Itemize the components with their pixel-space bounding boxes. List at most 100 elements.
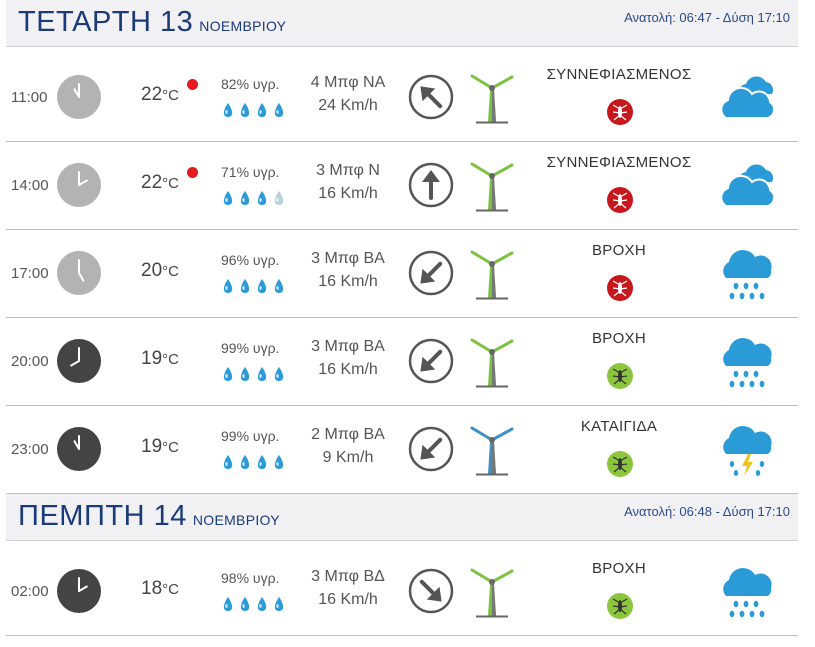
row-time: 23:00	[11, 441, 49, 458]
wind-direction-arrow-icon	[408, 250, 454, 296]
clock-icon	[57, 569, 101, 613]
weather-condition: ΒΡΟΧΗ	[591, 330, 646, 347]
humidity-drops-icon	[223, 103, 284, 117]
warning-dot-icon	[187, 167, 198, 178]
row-time: 02:00	[11, 583, 49, 600]
wind-turbine-icon	[470, 162, 514, 212]
temperature-unit: °C	[162, 263, 179, 280]
humidity-drops-icon	[223, 191, 284, 205]
wind-turbine-icon	[470, 568, 514, 618]
temperature: 22°C	[141, 172, 179, 194]
temperature-unit: °C	[162, 351, 179, 368]
forecast-row: 14:00 22°C 71% υγρ. 3 Μπφ Ν 16 Km/h ΣΥΝΝ…	[6, 142, 798, 230]
wind-beaufort: 2 Μπφ ΒΑ	[311, 426, 385, 443]
row-time: 11:00	[11, 89, 48, 106]
temperature: 19°C	[141, 436, 179, 458]
row-time: 17:00	[11, 265, 49, 282]
weather-condition: ΣΥΝΝΕΦΙΑΣΜΕΝΟΣ	[546, 154, 692, 171]
forecast-row: 23:00 19°C 99% υγρ. 2 Μπφ ΒΑ 9 Km/h ΚΑΤΑ…	[6, 406, 798, 494]
storm-icon	[723, 425, 772, 476]
wind-direction-arrow-icon	[408, 426, 454, 472]
weather-condition: ΣΥΝΝΕΦΙΑΣΜΕΝΟΣ	[546, 66, 692, 83]
temperature-unit: °C	[162, 87, 179, 104]
wind-turbine-icon	[470, 338, 514, 388]
temperature-value: 22	[141, 84, 163, 105]
day-month: ΝΟΕΜΒΡΙΟΥ	[199, 18, 287, 34]
temperature-unit: °C	[162, 439, 179, 456]
wind-beaufort: 3 Μπφ ΒΑ	[311, 250, 385, 267]
wind-beaufort: 3 Μπφ Ν	[316, 162, 380, 179]
rain-icon	[723, 249, 772, 300]
forecast-row: 11:00 22°C 82% υγρ. 4 Μπφ ΝΑ 24 Km/h ΣΥΝ…	[6, 54, 798, 142]
weather-condition: ΒΡΟΧΗ	[591, 560, 646, 577]
temperature-value: 19	[141, 436, 163, 457]
temperature-unit: °C	[162, 175, 179, 192]
day-header: ΠΕΜΠΤΗ 14 ΝΟΕΜΒΡΙΟΥ Ανατολή: 06:48 - Δύση…	[6, 494, 798, 541]
wind-direction-arrow-icon	[408, 74, 454, 120]
wind-speed: 9 Km/h	[322, 449, 374, 466]
humidity: 71% υγρ.	[221, 164, 280, 180]
wind-direction-arrow-icon	[408, 338, 454, 384]
rain-icon	[723, 567, 772, 618]
day-header: ΤΕΤΑΡΤΗ 13 ΝΟΕΜΒΡΙΟΥ Ανατολή: 06:47 - Δύσ…	[6, 0, 798, 47]
wind-direction-arrow-icon	[408, 568, 454, 614]
humidity-drops-icon	[223, 367, 284, 381]
temperature: 18°C	[141, 578, 179, 600]
wind-turbine-icon	[470, 250, 514, 300]
sunrise-sunset: Ανατολή: 06:48 - Δύση 17:10	[624, 504, 790, 519]
humidity-drops-icon	[223, 597, 284, 611]
temperature-value: 22	[141, 172, 163, 193]
wind-speed: 16 Km/h	[318, 361, 378, 378]
forecast-row: 02:00 18°C 98% υγρ. 3 Μπφ ΒΔ 16 Km/h ΒΡΟ…	[6, 548, 798, 636]
wind-turbine-icon	[470, 74, 514, 124]
rain-icon	[723, 337, 772, 388]
day-name: ΠΕΜΠΤΗ 14	[18, 500, 187, 532]
warning-dot-icon	[187, 79, 198, 90]
temperature-value: 20	[141, 260, 163, 281]
wind-speed: 24 Km/h	[318, 97, 378, 114]
row-time: 14:00	[11, 177, 49, 194]
wind-speed: 16 Km/h	[318, 591, 378, 608]
temperature-value: 19	[141, 348, 163, 369]
clock-icon	[57, 163, 101, 207]
wind-direction-arrow-icon	[408, 162, 454, 208]
humidity-drops-icon	[223, 279, 284, 293]
temperature: 22°C	[141, 84, 179, 106]
forecast-row: 17:00 20°C 96% υγρ. 3 Μπφ ΒΑ 16 Km/h ΒΡΟ…	[6, 230, 798, 318]
wind-beaufort: 3 Μπφ ΒΑ	[311, 338, 385, 355]
mosquito-icon	[607, 99, 633, 125]
clock-icon	[57, 339, 101, 383]
temperature-value: 18	[141, 578, 163, 599]
wind-beaufort: 4 Μπφ ΝΑ	[310, 74, 386, 91]
clock-icon	[57, 251, 101, 295]
mosquito-icon	[607, 451, 633, 477]
mosquito-icon	[607, 593, 633, 619]
day-title: ΤΕΤΑΡΤΗ 13 ΝΟΕΜΒΡΙΟΥ	[18, 6, 286, 39]
humidity: 99% υγρ.	[221, 340, 280, 356]
mosquito-icon	[607, 275, 633, 301]
clock-icon	[57, 75, 101, 119]
weather-condition: ΚΑΤΑΙΓΙΔΑ	[580, 418, 658, 435]
humidity: 98% υγρ.	[221, 570, 280, 586]
mosquito-icon	[607, 187, 633, 213]
humidity: 99% υγρ.	[221, 428, 280, 444]
temperature-unit: °C	[162, 581, 179, 598]
temperature: 20°C	[141, 260, 179, 282]
wind-turbine-icon	[470, 426, 514, 476]
cloudy-icon	[720, 76, 775, 119]
forecast-row: 20:00 19°C 99% υγρ. 3 Μπφ ΒΑ 16 Km/h ΒΡΟ…	[6, 318, 798, 406]
wind-speed: 16 Km/h	[318, 185, 378, 202]
weather-condition: ΒΡΟΧΗ	[591, 242, 646, 259]
wind-beaufort: 3 Μπφ ΒΔ	[311, 568, 385, 585]
day-name: ΤΕΤΑΡΤΗ 13	[18, 6, 194, 38]
sunrise-sunset: Ανατολή: 06:47 - Δύση 17:10	[624, 10, 790, 25]
humidity: 96% υγρ.	[221, 252, 280, 268]
wind-speed: 16 Km/h	[318, 273, 378, 290]
humidity-drops-icon	[223, 455, 284, 469]
temperature: 19°C	[141, 348, 179, 370]
humidity: 82% υγρ.	[221, 76, 280, 92]
cloudy-icon	[720, 164, 775, 207]
day-title: ΠΕΜΠΤΗ 14 ΝΟΕΜΒΡΙΟΥ	[18, 500, 280, 533]
day-month: ΝΟΕΜΒΡΙΟΥ	[192, 512, 280, 528]
mosquito-icon	[607, 363, 633, 389]
